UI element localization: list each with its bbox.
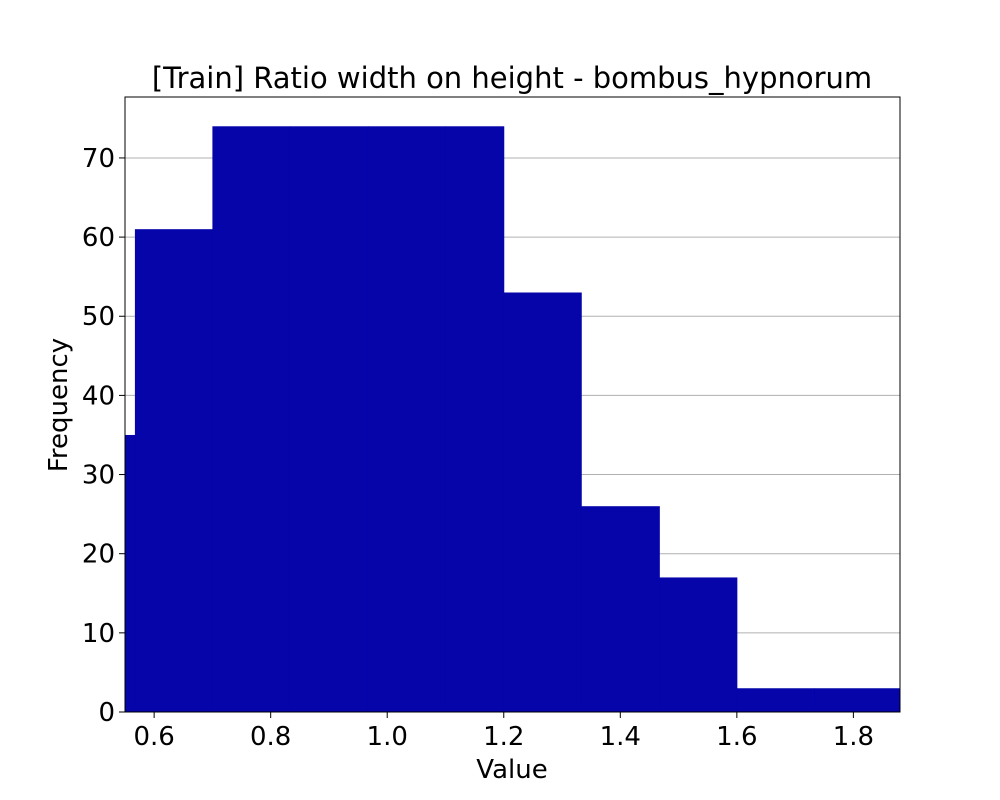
histogram-bar: [814, 688, 901, 712]
x-tick-label: 0.6: [133, 722, 174, 752]
y-tick-label: 20: [82, 540, 115, 570]
x-tick-label: 1.6: [716, 722, 757, 752]
plot-frame: [124, 96, 901, 713]
histogram-bar: [581, 506, 660, 712]
histogram-bar: [134, 229, 213, 713]
y-tick-label: 60: [82, 223, 115, 253]
histogram-bar: [659, 577, 738, 712]
y-tick-label: 50: [82, 302, 115, 332]
histogram-bar: [212, 126, 291, 713]
x-tick-label: 1.0: [367, 722, 408, 752]
x-tick-label: 1.2: [483, 722, 524, 752]
histogram-bar: [445, 126, 505, 713]
y-tick-label: 10: [82, 619, 115, 649]
y-tick-label: 30: [82, 461, 115, 491]
x-axis-label: Value: [476, 755, 547, 785]
x-tick-label: 0.8: [250, 722, 291, 752]
x-tick-label: 1.8: [833, 722, 874, 752]
histogram-bar: [736, 688, 815, 712]
y-tick-label: 0: [98, 698, 115, 728]
x-tick-label: 1.4: [600, 722, 641, 752]
histogram-bar: [367, 126, 446, 713]
y-tick-label: 70: [82, 144, 115, 174]
bars-layer: [125, 126, 901, 713]
x-axis: 0.6 0.8 1.0 1.2 1.4 1.6 1.8: [133, 712, 874, 752]
histogram-bar: [125, 434, 136, 712]
chart-title: [Train] Ratio width on height - bombus_h…: [152, 61, 872, 95]
histogram-bar: [503, 292, 582, 712]
histogram-bar: [289, 126, 369, 713]
y-axis: 0 10 20 30 40 50 60 70: [82, 144, 125, 728]
y-axis-label: Frequency: [44, 338, 74, 472]
y-tick-label: 40: [82, 381, 115, 411]
